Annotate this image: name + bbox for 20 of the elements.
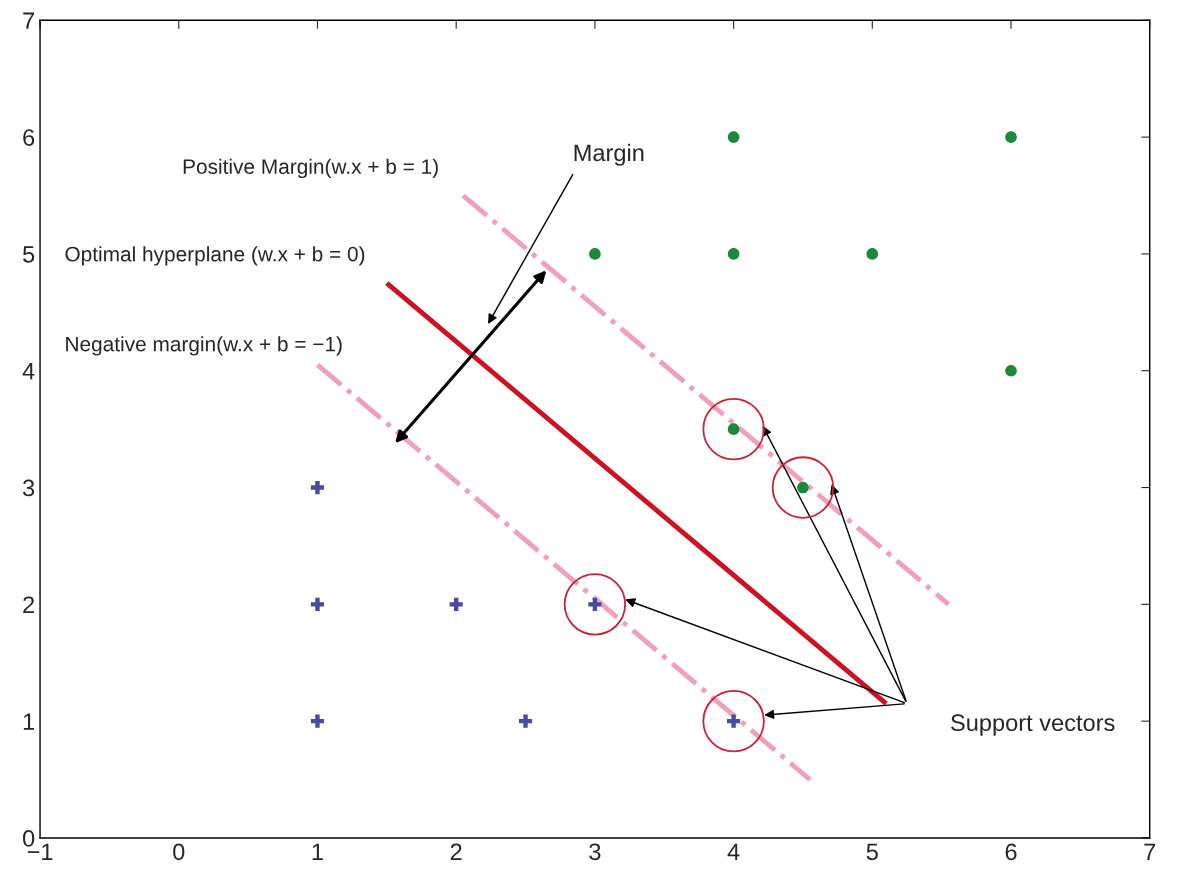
annotation: Positive Margin(w.x + b = 1) [183,158,438,179]
x-tick-label: 2 [450,843,462,860]
x-tick-label: 4 [727,843,740,860]
y-tick-label: 3 [22,479,35,497]
annotation: Optimal hyperplane (w.x + b = 0) [65,246,365,266]
annotation: Negative margin(w.x + b = −1) [66,336,342,356]
x-tick-label: 5 [866,843,878,861]
annotation: Margin [574,143,644,166]
x-tick-label: 6 [1005,843,1017,861]
x-tick-label: 3 [589,843,601,861]
y-tick-label: 7 [23,12,35,29]
y-tick-label: 5 [23,246,35,263]
y-tick-label: 6 [23,129,35,146]
x-tick-label: 0 [173,843,185,861]
x-tick-label: 1 [312,843,323,860]
y-tick-label: 4 [22,363,35,380]
y-tick-label: 2 [23,596,35,613]
annotation: Support vectors [951,714,1115,736]
x-tick-label: 7 [1144,843,1156,860]
y-tick-label: 1 [23,713,35,730]
